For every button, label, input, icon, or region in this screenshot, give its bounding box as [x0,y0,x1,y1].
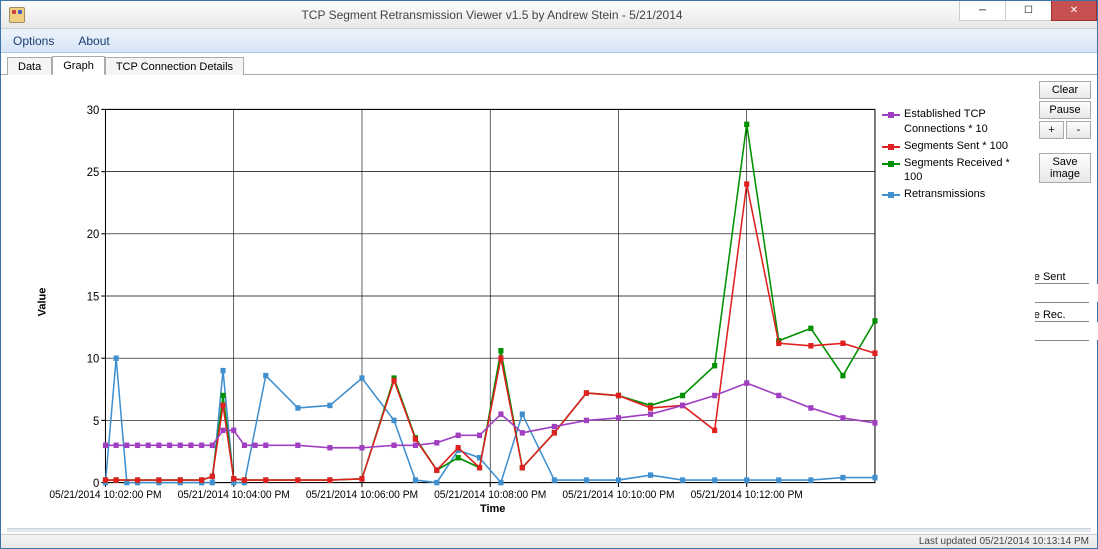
chart-legend: Established TCP Connections * 10 Segments… [882,107,1014,204]
legend-item: Segments Received * 100 [882,156,1014,186]
svg-text:30: 30 [87,103,100,116]
menu-options[interactable]: Options [13,34,54,48]
legend-swatch [882,159,900,169]
menubar: Options About [1,29,1097,53]
chart-panel: 05101520253005/21/2014 10:02:00 PM05/21/… [7,81,1035,522]
line-chart: 05101520253005/21/2014 10:02:00 PM05/21/… [8,82,1034,521]
clear-button[interactable]: Clear [1039,81,1091,99]
svg-text:05/21/2014 10:10:00 PM: 05/21/2014 10:10:00 PM [562,489,674,501]
menu-about[interactable]: About [78,34,109,48]
legend-label: Established TCP Connections * 10 [904,107,1014,137]
zoom-out-button[interactable]: - [1066,121,1091,139]
tab-graph[interactable]: Graph [52,56,105,75]
maximize-button[interactable]: ☐ [1005,1,1051,21]
tab-data[interactable]: Data [7,57,52,75]
pause-button[interactable]: Pause [1039,101,1091,119]
content-area: 05101520253005/21/2014 10:02:00 PM05/21/… [1,75,1097,528]
close-button[interactable]: ✕ [1051,1,1097,21]
legend-label: Segments Sent * 100 [904,139,1008,154]
statusbar-divider [7,528,1091,532]
svg-text:10: 10 [87,352,100,365]
svg-text:15: 15 [87,290,100,303]
tabstrip: Data Graph TCP Connection Details [1,53,1097,75]
save-image-button[interactable]: Save image [1039,153,1091,183]
legend-item: Segments Sent * 100 [882,139,1014,154]
status-text: Last updated 05/21/2014 10:13:14 PM [919,536,1089,547]
app-window: TCP Segment Retransmission Viewer v1.5 b… [0,0,1098,549]
svg-text:5: 5 [93,414,99,427]
tab-tcp-details[interactable]: TCP Connection Details [105,57,244,75]
window-title: TCP Segment Retransmission Viewer v1.5 b… [25,8,959,22]
legend-swatch [882,190,900,200]
svg-text:25: 25 [87,166,100,179]
legend-item: Retransmissions [882,187,1014,202]
legend-item: Established TCP Connections * 10 [882,107,1014,137]
app-icon [9,7,25,23]
svg-text:05/21/2014 10:06:00 PM: 05/21/2014 10:06:00 PM [306,489,418,501]
statusbar: Last updated 05/21/2014 10:13:14 PM [1,534,1097,548]
minimize-button[interactable]: ─ [959,1,1005,21]
side-panel: Clear Pause + - Save image Scale Sent ▲ … [1039,81,1091,522]
legend-swatch [882,110,900,120]
svg-text:05/21/2014 10:04:00 PM: 05/21/2014 10:04:00 PM [178,489,290,501]
legend-label: Segments Received * 100 [904,156,1014,186]
titlebar: TCP Segment Retransmission Viewer v1.5 b… [1,1,1097,29]
svg-text:05/21/2014 10:08:00 PM: 05/21/2014 10:08:00 PM [434,489,546,501]
svg-text:05/21/2014 10:02:00 PM: 05/21/2014 10:02:00 PM [49,489,161,501]
svg-text:05/21/2014 10:12:00 PM: 05/21/2014 10:12:00 PM [691,489,803,501]
svg-text:20: 20 [87,228,100,241]
zoom-in-button[interactable]: + [1039,121,1064,139]
x-axis-label: Time [480,503,505,515]
legend-label: Retransmissions [904,187,985,202]
window-controls: ─ ☐ ✕ [959,1,1097,21]
legend-swatch [882,142,900,152]
y-axis-label: Value [36,287,48,316]
